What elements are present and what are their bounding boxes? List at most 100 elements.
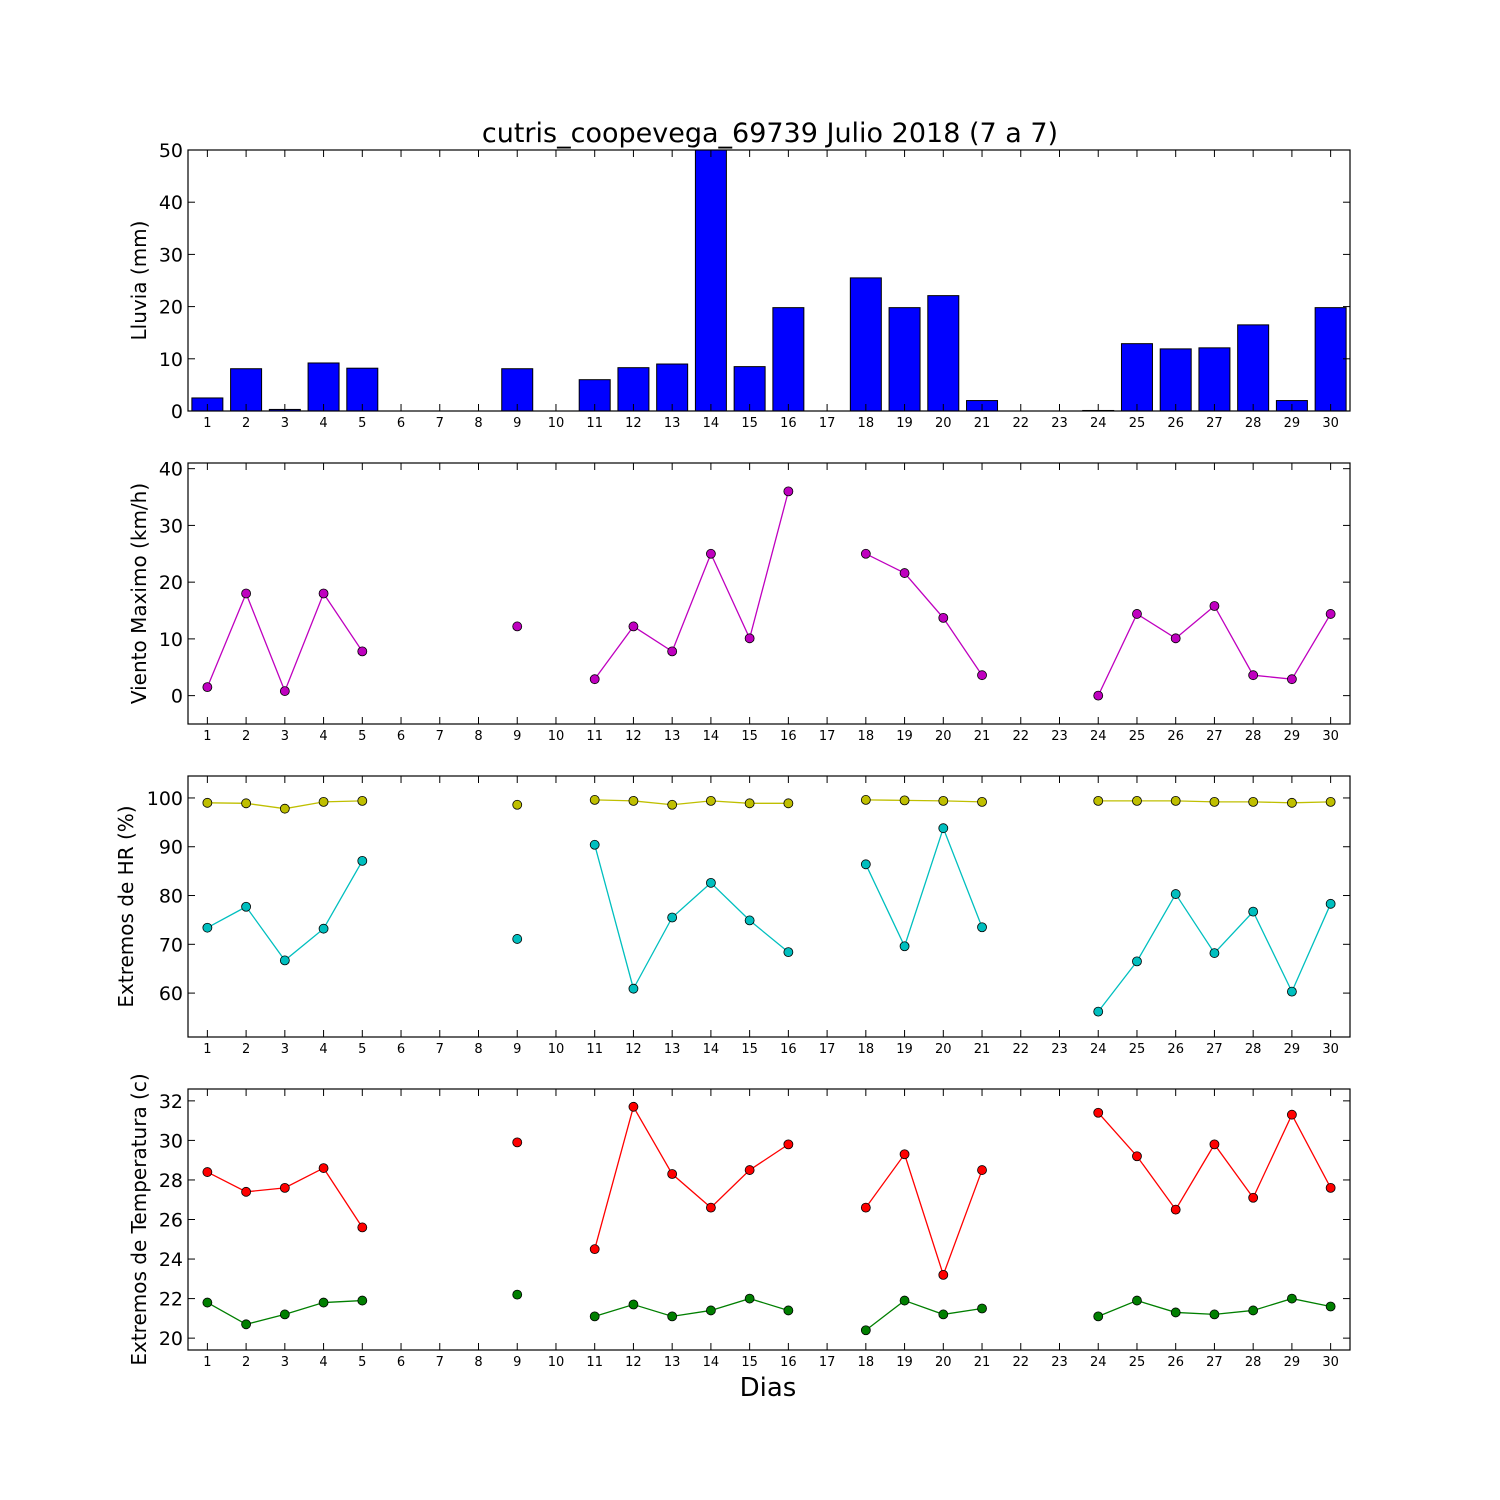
x-tick-label: 8 [474,416,482,431]
y-tick-label: 20 [159,297,183,319]
data-point [241,588,252,599]
data-point [899,1295,910,1306]
x-tick-label: 28 [1245,416,1262,431]
x-tick-label: 30 [1322,1355,1339,1370]
plot-area [202,486,1336,701]
x-tick-label: 2 [242,1355,250,1370]
data-point [512,799,523,810]
x-tick-label: 26 [1167,416,1184,431]
data-point [667,912,678,923]
x-tick-label: 16 [780,416,797,431]
data-point [1093,1107,1104,1118]
x-tick-label: 17 [819,729,836,744]
x-tick-label: 5 [358,1042,366,1057]
y-tick-label: 32 [159,1091,183,1113]
data-point [938,612,949,623]
x-tick-label: 23 [1051,1355,1068,1370]
data-point [1132,1151,1142,1162]
data-point [1248,796,1259,807]
x-tick-label: 10 [548,1355,565,1370]
data-point [860,1325,871,1336]
data-point [860,548,871,559]
x-tick-label: 27 [1206,729,1223,744]
bar [927,295,960,411]
x-tick-label: 17 [819,1355,836,1370]
data-point [899,568,910,578]
x-axis-label: Dias [740,1373,797,1403]
y-axis-label: Extremos de HR (%) [114,805,138,1007]
y-tick-label: 0 [171,401,183,423]
data-point [1248,1305,1259,1316]
x-tick-label: 27 [1206,1042,1223,1057]
data-point [860,795,871,805]
x-tick-label: 27 [1206,1355,1223,1370]
bar [1120,343,1153,411]
bar [501,368,534,411]
data-point [706,548,716,559]
data-point [357,1295,368,1306]
x-tick-label: 17 [819,1042,836,1057]
data-point [589,795,600,805]
x-tick-label: 20 [935,1355,952,1370]
x-tick-label: 12 [625,1355,642,1370]
x-tick-label: 5 [358,416,366,431]
data-point [628,1299,639,1310]
y-tick-label: 40 [159,459,183,481]
x-tick-label: 15 [741,1042,758,1057]
y-tick-label: 26 [159,1210,183,1232]
data-point [628,621,639,632]
data-point [1248,906,1259,917]
x-tick-label: 12 [625,1042,642,1057]
y-tick-label: 30 [159,1130,183,1152]
x-tick-label: 6 [397,416,405,431]
x-tick-label: 3 [281,1355,289,1370]
x-tick-label: 26 [1167,1042,1184,1057]
x-tick-label: 15 [741,729,758,744]
x-tick-label: 22 [1012,1042,1029,1057]
y-tick-label: 90 [159,837,183,859]
data-point [1209,796,1220,807]
data-point [783,947,794,958]
data-point [1093,1311,1104,1322]
x-tick-label: 23 [1051,416,1068,431]
x-tick-label: 4 [319,416,327,431]
x-tick-label: 6 [397,1355,405,1370]
data-point [318,923,329,934]
x-tick-label: 1 [203,416,211,431]
data-point [241,901,252,912]
x-tick-label: 24 [1090,729,1107,744]
x-tick-label: 15 [741,1355,758,1370]
data-point [1325,1301,1336,1312]
data-point [783,798,794,809]
x-tick-label: 19 [896,416,913,431]
data-point [899,795,910,806]
x-tick-label: 29 [1284,416,1301,431]
y-tick-label: 40 [159,192,183,214]
data-point [744,1293,755,1304]
data-point [783,1139,794,1150]
data-point [279,803,290,814]
x-tick-label: 16 [780,729,797,744]
data-point [1170,1204,1181,1215]
y-tick-label: 10 [159,629,183,651]
data-point [977,922,987,933]
x-tick-label: 25 [1129,729,1146,744]
x-tick-label: 24 [1090,1042,1107,1057]
data-point [1287,1293,1297,1304]
data-point [202,682,213,693]
x-tick-label: 17 [819,416,836,431]
data-point [744,1165,755,1175]
x-tick-label: 24 [1090,416,1107,431]
x-tick-label: 21 [974,1042,991,1057]
data-point [1287,986,1297,997]
x-tick-label: 5 [358,1355,366,1370]
x-tick-label: 5 [358,729,366,744]
x-tick-label: 14 [703,1355,720,1370]
data-point [241,1319,252,1330]
x-tick-label: 9 [513,729,521,744]
series-line [865,826,983,949]
data-point [977,1303,987,1314]
